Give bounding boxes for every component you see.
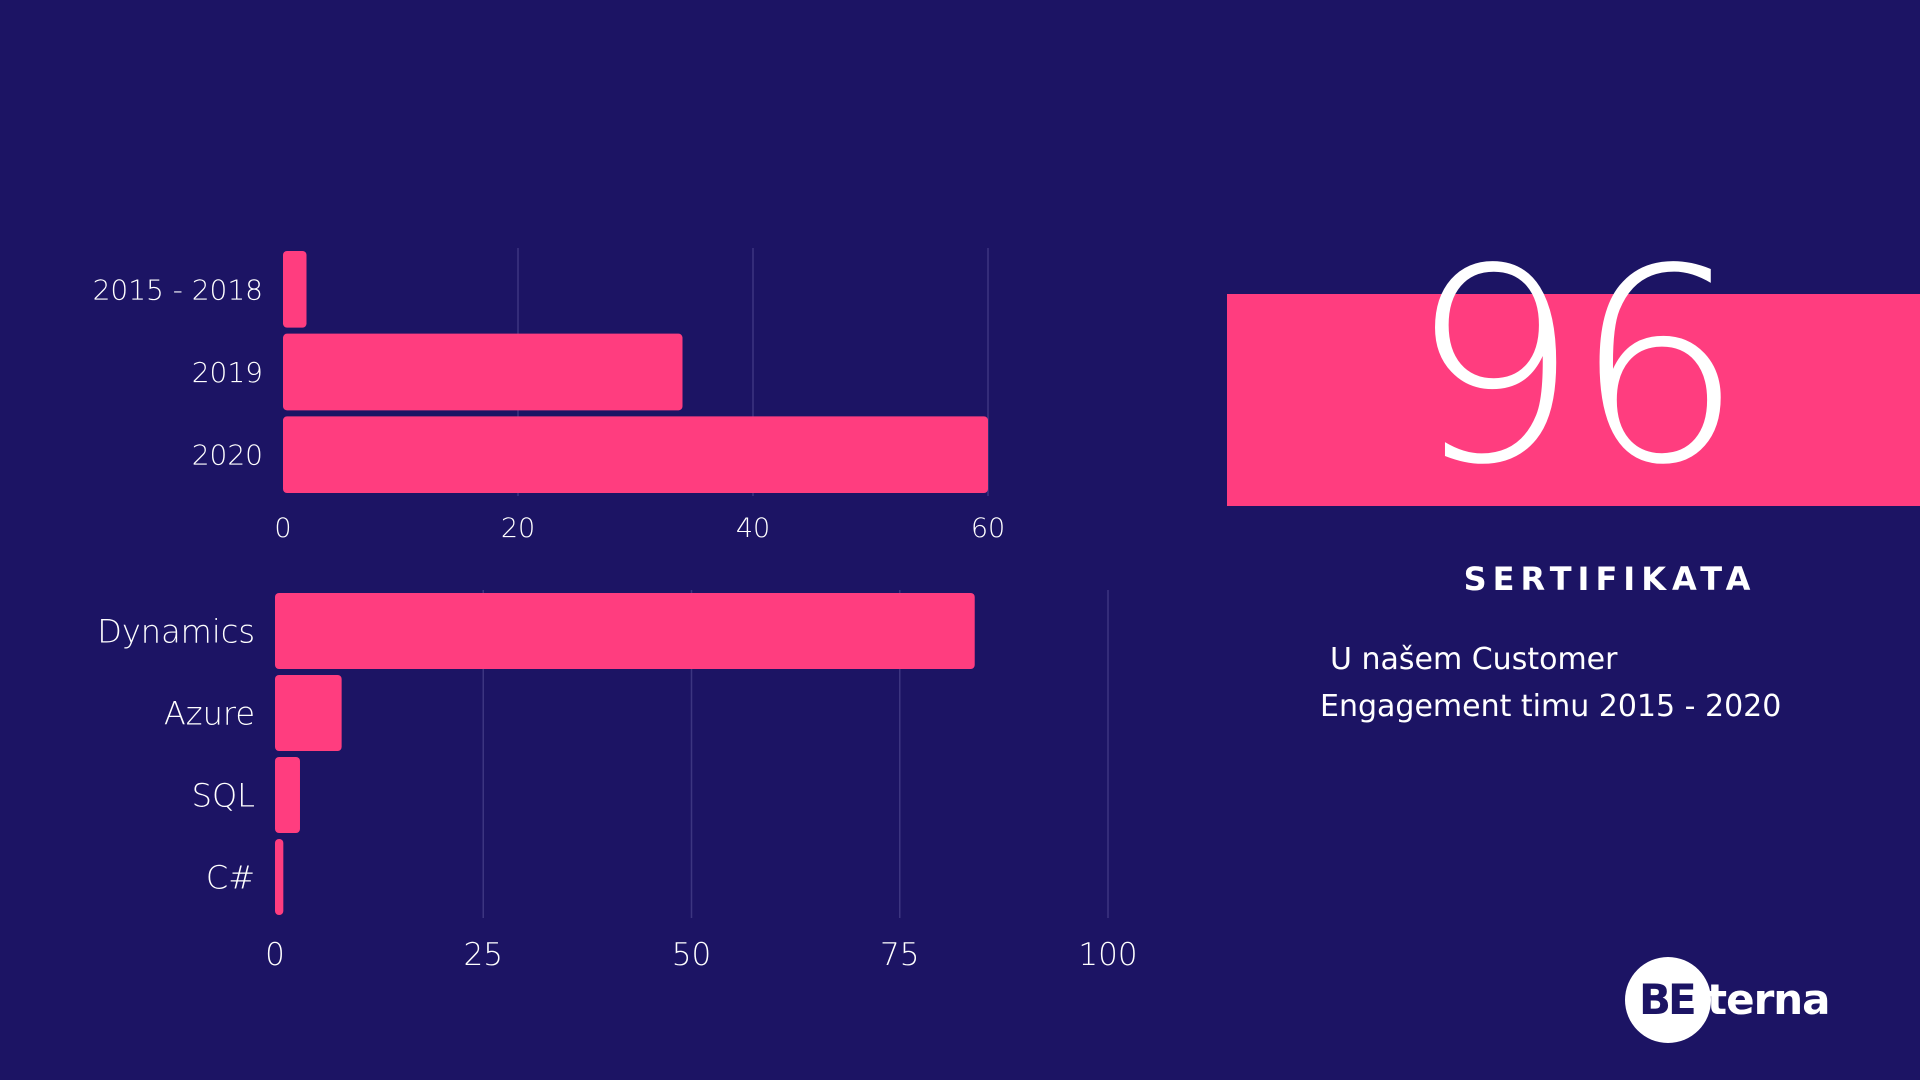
certificates-description: U našem Customer Engagement timu 2015 - … xyxy=(1320,636,1840,730)
x-tick-label: 25 xyxy=(464,937,503,973)
bar xyxy=(283,416,988,493)
logo-text-terna: terna xyxy=(1707,975,1831,1024)
category-label: 2020 xyxy=(192,439,263,472)
category-label: Azure xyxy=(164,695,255,733)
x-tick-label: 0 xyxy=(274,513,291,544)
description-line-1: U našem Customer xyxy=(1330,642,1618,677)
x-tick-label: 100 xyxy=(1078,937,1137,973)
bar xyxy=(275,675,342,751)
x-tick-label: 0 xyxy=(265,937,285,973)
category-label: C# xyxy=(206,859,255,897)
category-label: Dynamics xyxy=(97,613,255,651)
category-label: 2015 - 2018 xyxy=(93,273,263,306)
x-tick-label: 75 xyxy=(880,937,919,973)
beterna-logo: BE terna xyxy=(1625,955,1885,1045)
logo-text-be: BE xyxy=(1639,975,1697,1024)
category-label: SQL xyxy=(192,777,255,815)
bar xyxy=(275,593,975,669)
bar xyxy=(275,839,284,915)
x-tick-label: 20 xyxy=(501,513,535,544)
description-line-2: Engagement timu 2015 - 2020 xyxy=(1320,689,1782,724)
x-tick-label: 60 xyxy=(971,513,1005,544)
category-label: 2019 xyxy=(192,356,263,389)
bar xyxy=(275,757,300,833)
bar xyxy=(283,333,683,411)
bar xyxy=(283,251,307,328)
total-certificates-number: 96 xyxy=(1408,212,1744,524)
x-tick-label: 50 xyxy=(672,937,711,973)
certificates-label: SERTIFIKATA xyxy=(1463,560,1757,598)
x-tick-label: 40 xyxy=(736,513,770,544)
logo-circle xyxy=(1625,957,1711,1043)
highlight-band xyxy=(1227,294,1920,506)
